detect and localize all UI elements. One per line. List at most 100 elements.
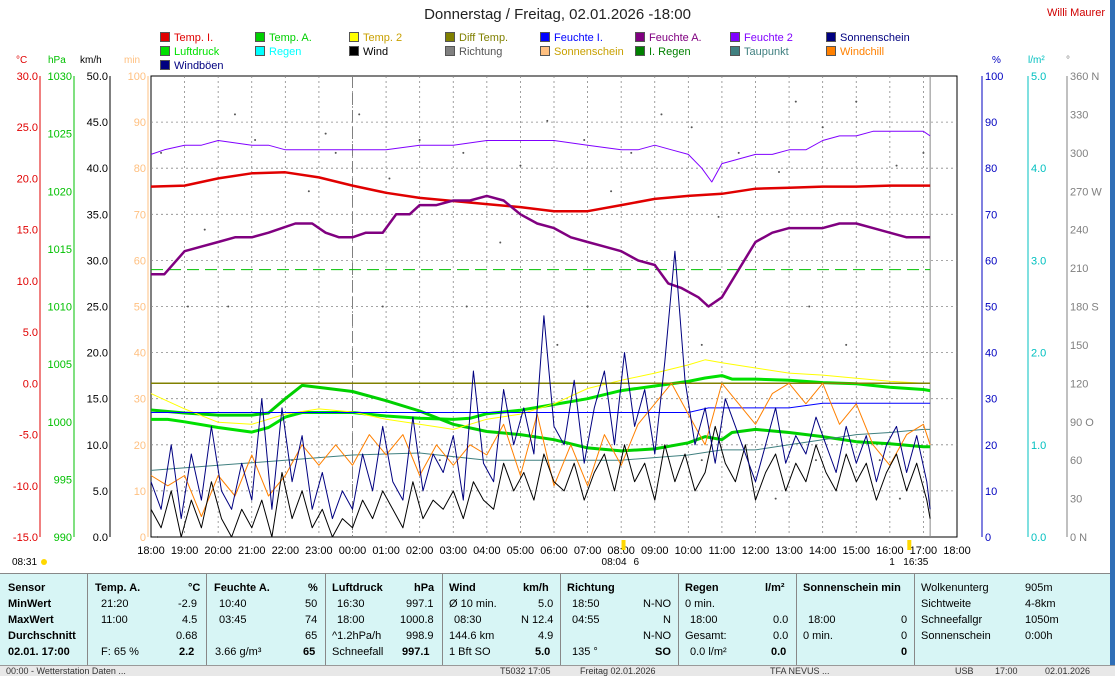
- series-line: [151, 194, 931, 308]
- status-connection: USB: [955, 666, 974, 676]
- status-bar: 00:00 - Wetterstation Daten ... T5032 17…: [0, 665, 1115, 676]
- direction-current-value: SO: [655, 646, 671, 658]
- series-line: [150, 428, 931, 471]
- legend-label: Feuchte A.: [649, 32, 702, 44]
- direction-dot: [334, 151, 337, 154]
- humidity-tick-label: 70: [985, 209, 997, 221]
- sun-tick-label: 90: [134, 117, 146, 129]
- series-line: [150, 130, 931, 183]
- rain-tick-label: 2.0: [1031, 348, 1046, 360]
- series-line: [150, 250, 931, 520]
- temp-min-time: 21:20: [101, 598, 129, 610]
- temp-min-value: -2.9: [178, 598, 197, 610]
- humidity-header: Feuchte A.: [214, 582, 270, 594]
- temp-column: Temp. A. °C 21:20 -2.9 11:00 4.5 0.68 F:…: [87, 574, 200, 666]
- x-tick-label: 20:00: [204, 545, 232, 557]
- direction-dot: [156, 536, 159, 538]
- direction-dot: [465, 305, 468, 308]
- pressure-min-value: 997.1: [406, 598, 434, 610]
- rain-total-label: Gesamt:: [685, 630, 727, 642]
- sun-tick-label: 70: [134, 209, 146, 221]
- humidity-tick-label: 100: [985, 71, 1003, 83]
- sunshine-duration: 0 min.: [803, 630, 833, 642]
- x-tick-label: 08:00: [607, 545, 635, 557]
- temp-tick-label: 20.0: [17, 173, 38, 185]
- wind-unit: km/h: [523, 582, 549, 594]
- sunset-marker: [907, 540, 912, 550]
- legend-swatch: [826, 46, 836, 56]
- sun-icon: [41, 559, 47, 565]
- humidity-unit: %: [308, 582, 318, 594]
- pressure-trend: ^1.2hPa/h: [332, 630, 382, 642]
- direction-dot: [737, 151, 740, 154]
- sunshine-max-time: 18:00: [808, 614, 836, 626]
- direction-column: Richtung 18:50 N-NO 04:55 N N-NO 135 ° S…: [560, 574, 671, 666]
- x-tick-label: 07:00: [574, 545, 602, 557]
- sunrise-marker: [621, 540, 626, 550]
- legend-swatch: [255, 46, 265, 56]
- direction-dot: [438, 459, 441, 462]
- snowline-label: Schneefallgr: [921, 614, 983, 626]
- sun-tick-label: 0: [140, 532, 146, 544]
- pressure-max-time: 18:00: [337, 614, 365, 626]
- status-left: 00:00 - Wetterstation Daten ...: [6, 666, 126, 676]
- pressure-tick-label: 995: [54, 474, 72, 486]
- legend-swatch: [255, 32, 265, 42]
- wind-tick-label: 15.0: [87, 394, 108, 406]
- humidity-tick-label: 60: [985, 255, 997, 267]
- wind-beaufort: 1 Bft SO: [449, 646, 491, 658]
- wind-tick-label: 30.0: [87, 255, 108, 267]
- rain-tick-label: 4.0: [1031, 163, 1046, 175]
- x-tick-label: 10:00: [675, 545, 703, 557]
- x-tick-label: 19:00: [171, 545, 199, 557]
- legend-item: Feuchte I.: [540, 31, 603, 45]
- humidity-tick-label: 20: [985, 440, 997, 452]
- rain-unit-label: l/m²: [1028, 55, 1045, 66]
- sun-unit-label: min: [124, 55, 141, 66]
- humidity-min-value: 50: [305, 598, 318, 610]
- direction-max-time: 04:55: [572, 614, 600, 626]
- temp-unit-label: °C: [16, 55, 28, 66]
- direction-dot: [499, 241, 502, 244]
- series-line: [151, 402, 931, 413]
- temp-tick-label: -10.0: [13, 481, 38, 493]
- legend-item: I. Regen: [635, 45, 691, 59]
- temp-max-value: 4.5: [182, 614, 198, 626]
- wind-tick-label: 10.0: [87, 440, 108, 452]
- direction-dot: [898, 497, 901, 500]
- wind-current-value: 5.0: [535, 646, 551, 658]
- status-station: TFA NEVUS ...: [770, 666, 830, 676]
- direction-dot: [462, 151, 465, 154]
- direction-dot: [160, 151, 163, 154]
- legend-item: Temp. A.: [255, 31, 312, 45]
- author-label: Willi Maurer: [1046, 7, 1105, 19]
- direction-dot: [808, 305, 811, 308]
- rain-tick-label: 0.0: [1031, 532, 1046, 544]
- vertical-scrollbar[interactable]: [1110, 0, 1115, 665]
- direction-tick-label: 180 S: [1070, 302, 1099, 314]
- extra-column: Wolkenunterg 905m Sichtweite 4-8km Schne…: [914, 574, 1059, 666]
- x-tick-label: 02:00: [406, 545, 434, 557]
- legend-label: Temp. I.: [174, 32, 214, 44]
- temp-tick-label: 5.0: [23, 327, 38, 339]
- rain-column: Regen l/m² 0 min. 18:00 0.0 Gesamt: 0.0 …: [678, 574, 788, 666]
- x-tick-label: 14:00: [809, 545, 837, 557]
- avg-row-label: Durchschnitt: [8, 630, 76, 642]
- sun-tick-label: 40: [134, 348, 146, 360]
- x-tick-label: 06:00: [540, 545, 568, 557]
- pressure-tick-label: 990: [54, 532, 72, 544]
- rain-max-value: 0.0: [773, 614, 789, 626]
- status-sensor: T5032 17:05: [500, 666, 551, 676]
- direction-tick-label: 210: [1070, 263, 1088, 275]
- sunshine-column: Sonnenschein min 18:00 0 0 min. 0 0: [796, 574, 907, 666]
- x-tick-label: 09:00: [641, 545, 669, 557]
- legend-item: Regen: [255, 45, 301, 59]
- legend-label: Taupunkt: [744, 46, 789, 58]
- sun-tick-label: 60: [134, 255, 146, 267]
- direction-min-time: 18:50: [572, 598, 600, 610]
- humidity-current-value: 65: [303, 646, 316, 658]
- wind-tick-label: 45.0: [87, 117, 108, 129]
- pressure-tick-label: 1020: [48, 186, 72, 198]
- temp-tick-label: 25.0: [17, 122, 38, 134]
- wind-tick-label: 40.0: [87, 163, 108, 175]
